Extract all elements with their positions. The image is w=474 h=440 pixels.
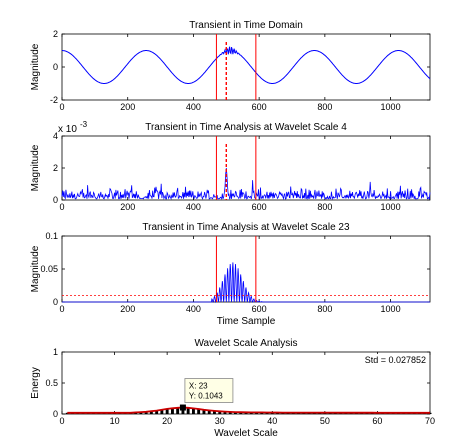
datatip-box xyxy=(184,378,234,403)
energy-bar xyxy=(181,407,185,414)
x-tick-label: 600 xyxy=(252,102,267,112)
x-tick-label: 0 xyxy=(59,304,64,314)
std-box: Std = 0.027852 xyxy=(350,354,428,367)
y-tick-label: 0 xyxy=(53,297,58,307)
y-axis-label: Energy xyxy=(30,367,41,399)
x-tick-label: 70 xyxy=(425,416,435,426)
energy-bar xyxy=(202,409,206,414)
x-tick-label: 400 xyxy=(186,304,201,314)
burst-line xyxy=(62,262,430,304)
y-tick-label: 0.1 xyxy=(45,231,58,241)
panel-1: Transient in Time Domain 0 200 400 600 800 100… xyxy=(30,20,431,112)
coefficient-line xyxy=(61,167,431,201)
x-tick-label: 0 xyxy=(59,102,64,112)
x-tick-label: 0 xyxy=(59,416,64,426)
y-axis-label: Magnitude xyxy=(30,144,41,191)
datatip-y: Y: 0.1043 xyxy=(189,392,223,401)
x-tick-label: 200 xyxy=(120,102,135,112)
energy-bar xyxy=(186,407,190,414)
axes-frame xyxy=(61,135,431,201)
x-tick-label: 800 xyxy=(317,304,332,314)
x-tick-label: 600 xyxy=(252,304,267,314)
x-tick-label: 200 xyxy=(120,202,135,212)
energy-bar xyxy=(213,410,216,414)
axes-frame xyxy=(61,33,431,101)
y-tick-label: 0.05 xyxy=(40,264,58,274)
energy-bar xyxy=(428,412,432,414)
x-tick-label: 50 xyxy=(320,416,330,426)
panel-3: Transient in Time Analysis at Wavelet Sc… xyxy=(30,222,431,327)
x-tick-label: 800 xyxy=(317,102,332,112)
energy-bar xyxy=(160,409,164,414)
energy-bar xyxy=(218,411,222,414)
energy-bar xyxy=(155,410,159,414)
x-tick-label: 0 xyxy=(59,202,64,212)
y-tick-label: 0 xyxy=(53,195,58,205)
energy-bar xyxy=(228,411,232,414)
y-axis-label: Magnitude xyxy=(30,245,41,292)
x-tick-label: 1000 xyxy=(381,304,401,314)
datatip-x: X: 23 xyxy=(189,382,208,391)
energy-bar xyxy=(176,407,180,414)
energy-bar xyxy=(165,408,169,414)
panel-4: Wavelet Scale Analysis 0 10 20 30 40 50 60 70 0 0.… xyxy=(30,338,435,439)
energy-bar xyxy=(197,409,201,414)
panel-title: Transient in Time Analysis at Wavelet Sc… xyxy=(142,222,350,233)
energy-bar xyxy=(192,408,195,414)
x-tick-label: 1000 xyxy=(381,202,401,212)
y-tick-label: 4 xyxy=(53,131,58,141)
exponent-power: -3 xyxy=(80,120,88,129)
exponent-label: x 10 xyxy=(58,124,77,135)
energy-bar xyxy=(207,410,211,414)
x-tick-label: 1000 xyxy=(381,102,401,112)
panel-title: Transient in Time Analysis at Wavelet Sc… xyxy=(145,122,347,133)
datatip: X: 23Y: 0.1043 xyxy=(184,378,234,403)
y-tick-label: 1 xyxy=(53,347,58,357)
energy-bar xyxy=(65,412,69,414)
x-tick-label: 400 xyxy=(186,102,201,112)
energy-bar xyxy=(139,412,143,414)
y-tick-label: 0.5 xyxy=(45,378,58,388)
energy-bar xyxy=(144,411,148,414)
panel-title: Wavelet Scale Analysis xyxy=(194,338,297,349)
x-tick-label: 600 xyxy=(252,202,267,212)
y-tick-label: -2 xyxy=(50,95,58,105)
x-tick-label: 400 xyxy=(186,202,201,212)
datatip-marker xyxy=(179,404,186,411)
y-tick-label: 2 xyxy=(53,163,58,173)
x-tick-label: 40 xyxy=(267,416,277,426)
x-tick-label: 30 xyxy=(215,416,225,426)
x-tick-label: 60 xyxy=(372,416,382,426)
energy-bar xyxy=(234,412,237,414)
panel-title: Transient in Time Domain xyxy=(189,20,303,31)
x-axis-label: Time Sample xyxy=(217,316,276,327)
axes-frame xyxy=(61,235,431,303)
panel-2: Transient in Time Analysis at Wavelet Sc… xyxy=(30,120,431,212)
energy-bar xyxy=(171,408,174,414)
x-tick-label: 200 xyxy=(120,304,135,314)
y-tick-label: 0 xyxy=(53,62,58,72)
std-label: Std = 0.027852 xyxy=(365,355,426,365)
energy-bar xyxy=(149,411,153,414)
energy-bar xyxy=(223,411,227,414)
energy-curve xyxy=(67,406,430,414)
x-tick-label: 20 xyxy=(162,416,172,426)
y-tick-label: 2 xyxy=(53,29,58,39)
y-axis-label: Magnitude xyxy=(30,43,41,90)
y-tick-label: 0 xyxy=(53,409,58,419)
x-tick-label: 800 xyxy=(317,202,332,212)
x-tick-label: 10 xyxy=(110,416,120,426)
x-axis-label: Wavelet Scale xyxy=(214,428,278,439)
signal-line xyxy=(62,46,431,84)
